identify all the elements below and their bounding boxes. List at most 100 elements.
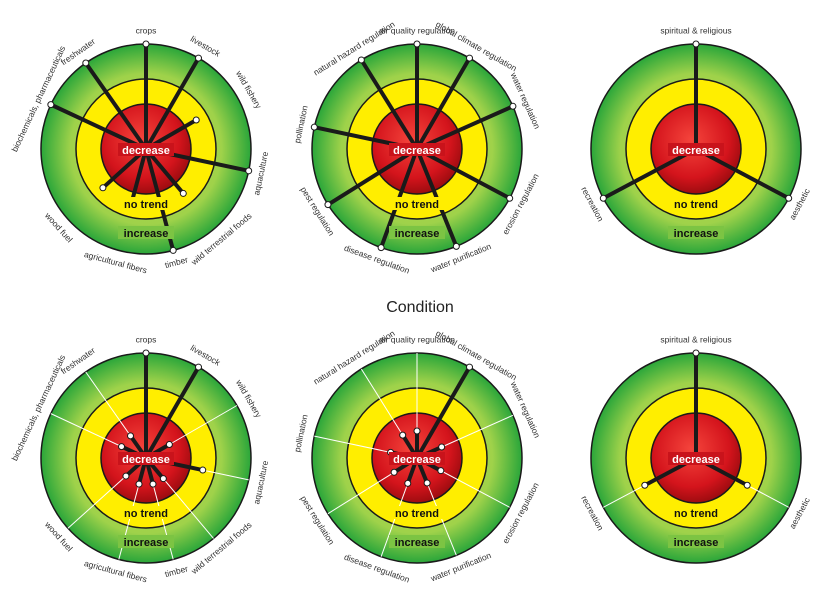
ring-label-increase: increase [674,537,719,549]
ring-label-no-trend: no trend [674,199,718,211]
service-label-timber: timber [164,563,190,579]
service-label-aquaculture: aquaculture [251,459,270,505]
spoke-marker-recreation [599,194,607,202]
ring-label-no-trend: no trend [395,508,439,520]
service-label-aquaculture: aquaculture [251,150,270,196]
spoke-water-regulation [416,104,514,151]
ring-label-increase: increase [124,537,169,549]
spoke-marker-natural-hazard-regulation [357,56,365,64]
spoke-marker-aquaculture [245,167,253,175]
ring-label-no-trend-bg [668,506,724,519]
ring-label-no-trend-bg [389,197,445,210]
spoke-marker-crops [142,349,150,357]
ring-label-decrease-bg [668,452,724,465]
spoke-livestock [144,57,201,151]
service-label-crops: crops [136,25,157,35]
service-label-spiritual-religious: spiritual & religious [660,25,731,35]
diagram-cultural-trend: spiritual & religiousaestheticrecreation… [579,25,812,255]
spoke-marker-disease-regulation [377,244,385,252]
spoke-marker-aquaculture [199,466,207,474]
spoke-marker-water-regulation [509,102,517,110]
spoke-marker-pest-regulation [324,201,332,209]
ring-label-decrease-bg [668,143,724,156]
service-label-pollination: pollination [292,413,310,453]
ring-label-no-trend: no trend [124,508,168,520]
section-title-condition: Condition [386,299,454,316]
ring-label-no-trend-bg [118,506,174,519]
ring-label-no-trend-bg [389,506,445,519]
spoke-marker-wood-fuel [122,472,130,480]
spoke-livestock [144,366,201,459]
service-label-timber: timber [164,254,190,270]
spoke-marker-disease-regulation [404,479,412,487]
spoke-marker-water-purification [423,479,431,487]
spoke-marker-wild-fishery [192,116,200,124]
spoke-marker-water-purification [452,242,460,250]
spoke-freshwater [84,61,148,151]
ring-label-increase-bg [668,535,724,548]
service-label-spiritual-religious: spiritual & religious [660,334,731,344]
spoke-erosion-regulation [416,147,511,201]
spoke-marker-wild-terrestrial-foods [179,189,187,197]
spoke-marker-global-climate-regulation [466,54,473,62]
ring-label-no-trend-bg [118,197,174,210]
spoke-marker-air-quality-regulation [413,427,421,435]
diagram-cultural-condition: spiritual & religiousaestheticrecreation… [579,334,812,564]
spoke-marker-freshwater [82,59,90,67]
ring-label-increase-bg [389,226,445,239]
ring-label-decrease-bg [118,452,174,465]
service-label-air-quality-regulation: air quality regulation [379,25,455,35]
ring-label-decrease-bg [389,452,445,465]
spoke-marker-wild-terrestrial-foods [159,475,167,483]
ring-label-increase-bg [118,535,174,548]
spoke-marker-biochemicals-pharmaceuticals [47,101,55,109]
spoke-marker-agricultural-fibers [135,480,143,488]
ring-label-decrease-bg [118,143,174,156]
ring-label-decrease: decrease [393,454,441,466]
spoke-marker-pollination [310,123,318,131]
spoke-marker-timber [169,246,177,254]
ring-label-increase-bg [389,535,445,548]
spoke-marker-freshwater [127,432,135,440]
spoke-marker-spiritual-religious [692,40,700,48]
spoke-pest-regulation [326,147,419,207]
spoke-marker-wood-fuel [99,184,107,192]
ring-label-decrease: decrease [672,454,720,466]
service-label-crops: crops [136,334,157,344]
spoke-global-climate-regulation [415,57,472,151]
spoke-marker-spiritual-religious [692,349,700,357]
ring-label-increase-bg [668,226,724,239]
spoke-marker-biochemicals-pharmaceuticals [118,443,126,451]
spoke-marker-crops [142,40,150,48]
spoke-wild-terrestrial-foods [144,147,185,195]
spoke-recreation [602,147,697,201]
ring-label-no-trend: no trend [674,508,718,520]
ring-label-no-trend: no trend [124,199,168,211]
spoke-marker-livestock [195,363,202,371]
service-label-pollination: pollination [292,104,310,144]
ring-label-increase-bg [118,226,174,239]
ring-label-decrease-bg [389,143,445,156]
spoke-marker-erosion-regulation [437,467,445,475]
spoke-marker-global-climate-regulation [466,363,473,371]
ring-label-increase: increase [674,228,719,240]
spoke-aesthetic [695,147,790,201]
spoke-global-climate-regulation [415,366,472,459]
spoke-marker-livestock [195,54,202,62]
spoke-marker-water-regulation [438,443,446,451]
ring-label-decrease: decrease [122,145,170,157]
spoke-marker-timber [149,480,157,488]
ring-label-decrease: decrease [122,454,170,466]
spoke-marker-wild-fishery [165,441,173,448]
spoke-marker-recreation [641,481,649,489]
spoke-marker-aesthetic [785,194,793,202]
ring-label-increase: increase [395,228,440,240]
ring-label-increase: increase [124,228,169,240]
ring-label-decrease: decrease [393,145,441,157]
